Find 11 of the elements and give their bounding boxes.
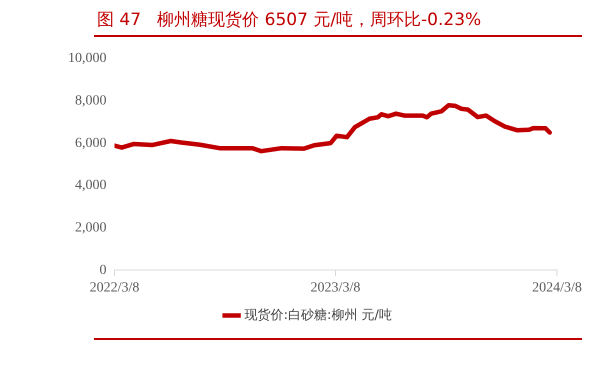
- legend-label: 现货价:白砂糖:柳州 元/吨: [244, 308, 392, 323]
- x-tick-label: 2024/3/8: [532, 280, 582, 296]
- x-tick-label: 2022/3/8: [90, 280, 140, 296]
- y-tick-label: 10,000: [68, 51, 106, 66]
- y-tick-label: 6,000: [75, 136, 106, 151]
- y-tick-label: 2,000: [75, 220, 106, 236]
- y-tick-label: 0: [100, 262, 106, 278]
- chart-title: 图 47 柳州糖现货价 6507 元/吨，周环比-0.23%: [97, 9, 482, 31]
- x-tick-label: 2023/3/8: [310, 280, 360, 296]
- y-tick-label: 4,000: [75, 178, 106, 194]
- y-tick-label: 8,000: [75, 93, 106, 108]
